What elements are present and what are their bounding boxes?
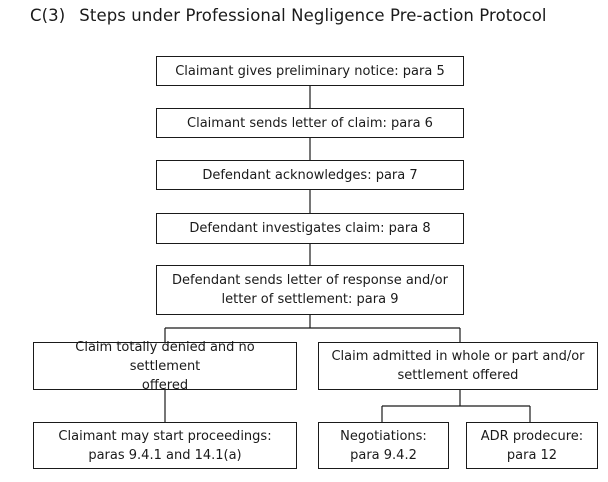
outcome-negotiations-label: Negotiations: para 9.4.2 xyxy=(340,428,427,463)
step-preliminary-notice-label: Claimant gives preliminary notice: para … xyxy=(175,63,445,79)
step-letter-of-response: Defendant sends letter of response and/o… xyxy=(156,265,464,315)
step-letter-of-response-label: Defendant sends letter of response and/o… xyxy=(172,273,448,307)
outcome-negotiations: Negotiations: para 9.4.2 xyxy=(318,422,449,469)
outcome-start-proceedings-label: Claimant may start proceedings: paras 9.… xyxy=(58,428,272,463)
step-letter-of-claim-label: Claimant sends letter of claim: para 6 xyxy=(187,115,433,131)
diagram-title-number: C(3) xyxy=(30,6,66,25)
branch-claim-admitted: Claim admitted in whole or part and/or s… xyxy=(318,342,598,390)
step-investigates-label: Defendant investigates claim: para 8 xyxy=(189,221,431,236)
diagram-title-text: Steps under Professional Negligence Pre-… xyxy=(79,6,547,25)
branch-claim-denied-label: Claim totally denied and no settlement o… xyxy=(75,339,255,393)
branch-claim-denied: Claim totally denied and no settlement o… xyxy=(33,340,297,393)
step-investigates: Defendant investigates claim: para 8 xyxy=(156,213,464,244)
outcome-adr-procedure: ADR prodecure: para 12 xyxy=(466,422,598,469)
outcome-start-proceedings: Claimant may start proceedings: paras 9.… xyxy=(33,422,297,469)
branch-claim-admitted-label: Claim admitted in whole or part and/or s… xyxy=(331,349,585,383)
step-acknowledges: Defendant acknowledges: para 7 xyxy=(156,160,464,190)
step-letter-of-claim: Claimant sends letter of claim: para 6 xyxy=(156,108,464,138)
outcome-adr-procedure-label: ADR prodecure: para 12 xyxy=(480,428,584,463)
step-acknowledges-label: Defendant acknowledges: para 7 xyxy=(202,167,418,183)
step-preliminary-notice: Claimant gives preliminary notice: para … xyxy=(156,56,464,86)
diagram-title: C(3) Steps under Professional Negligence … xyxy=(30,6,547,25)
